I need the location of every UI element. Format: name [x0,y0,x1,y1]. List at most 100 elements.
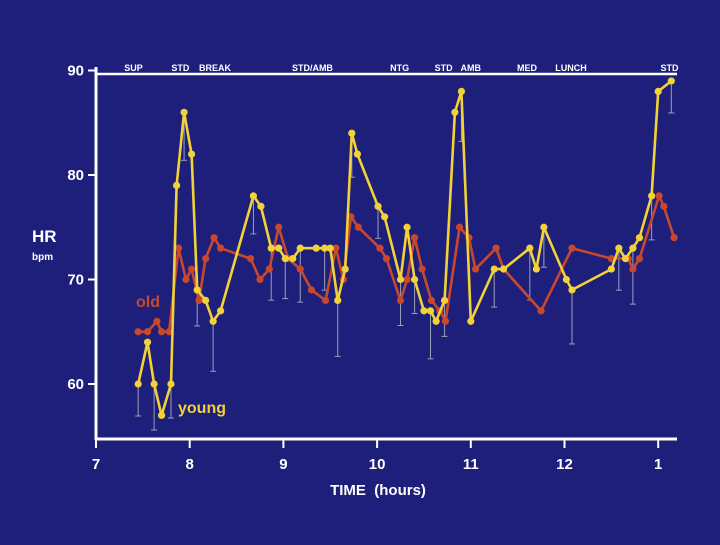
data-point [195,296,203,304]
data-point [410,234,419,242]
data-point [607,265,615,273]
data-point [635,255,644,263]
series-old [134,192,678,336]
data-point [568,286,576,294]
legend-young-label: young [178,400,226,417]
data-point [654,87,662,95]
y-axis-unit: bpm [32,252,53,263]
data-point [353,150,362,158]
ticks-layer: 7 8 9 10 11 12 1 60 70 80 90 [67,63,662,474]
x-tick-label: 7 [92,456,100,473]
data-point [143,328,152,336]
data-point [187,150,196,158]
data-point [193,286,201,294]
data-point [182,275,190,284]
data-point [334,296,342,304]
data-point [420,307,428,315]
data-point [341,265,349,273]
data-point [187,265,196,273]
data-point [150,380,158,388]
x-tick-label: 1 [654,456,662,473]
data-point [217,307,225,315]
data-point [174,244,183,252]
data-point [296,244,304,252]
data-point [312,244,320,252]
data-point [403,223,411,231]
data-point [403,275,411,284]
data-point [165,328,173,336]
data-point [457,87,466,95]
x-tick-label: 9 [279,456,287,473]
data-point [540,223,548,231]
data-point [418,265,426,273]
data-point [275,244,283,252]
data-point [332,244,340,252]
event-label: STD [660,63,679,73]
data-point [467,317,475,325]
data-point [648,192,656,200]
data-point [326,244,334,252]
event-label: STD [171,63,190,73]
labels-layer: HR bpm TIME (hours) old young SUP STD BREA… [32,63,679,499]
data-point [348,129,356,137]
data-point [629,244,637,252]
event-label: NTG [390,63,409,73]
event-label: BREAK [199,63,232,73]
x-axis-title: TIME (hours) [330,482,426,499]
data-point [471,265,480,273]
data-point [247,255,255,263]
data-point [275,223,283,231]
data-point [670,234,678,242]
data-point [432,317,440,325]
series-young [134,77,675,419]
data-point [635,234,644,242]
x-tick-label: 10 [369,456,386,473]
data-point [621,255,630,263]
data-point [451,108,459,116]
y-tick-label: 60 [67,376,84,393]
event-label: AMB [461,63,482,73]
data-point [380,213,389,221]
data-point [441,317,450,325]
data-point [396,275,405,284]
data-point [167,380,175,388]
event-label: STD/AMB [292,63,333,73]
data-point [499,265,508,273]
y-tick-label: 70 [67,272,84,289]
event-label: SUP [124,63,143,73]
data-point [202,255,210,263]
data-point [209,317,217,325]
data-point [217,244,225,252]
legend-old-label: old [136,294,160,311]
data-point [321,244,329,252]
data-point [157,328,166,336]
event-label: MED [517,63,538,73]
data-point [562,275,570,284]
data-point [492,244,500,252]
data-point [180,108,188,116]
data-point [374,202,382,210]
data-point [537,307,545,315]
data-point [256,275,264,284]
data-point [568,244,576,252]
data-point [396,296,405,304]
data-point [455,223,464,231]
data-point [143,338,152,346]
data-point [202,296,210,304]
data-point [615,244,623,252]
event-label: STD [435,63,454,73]
data-point [490,265,498,273]
data-point [410,275,419,284]
data-point [440,296,449,304]
data-point [667,77,675,85]
data-point [157,411,166,419]
data-point [426,307,435,315]
data-point [172,181,181,190]
y-tick-label: 80 [67,167,84,184]
data-point [257,202,265,210]
data-point [532,265,540,273]
x-tick-label: 12 [556,456,573,473]
y-axis-title: HR [32,227,57,246]
